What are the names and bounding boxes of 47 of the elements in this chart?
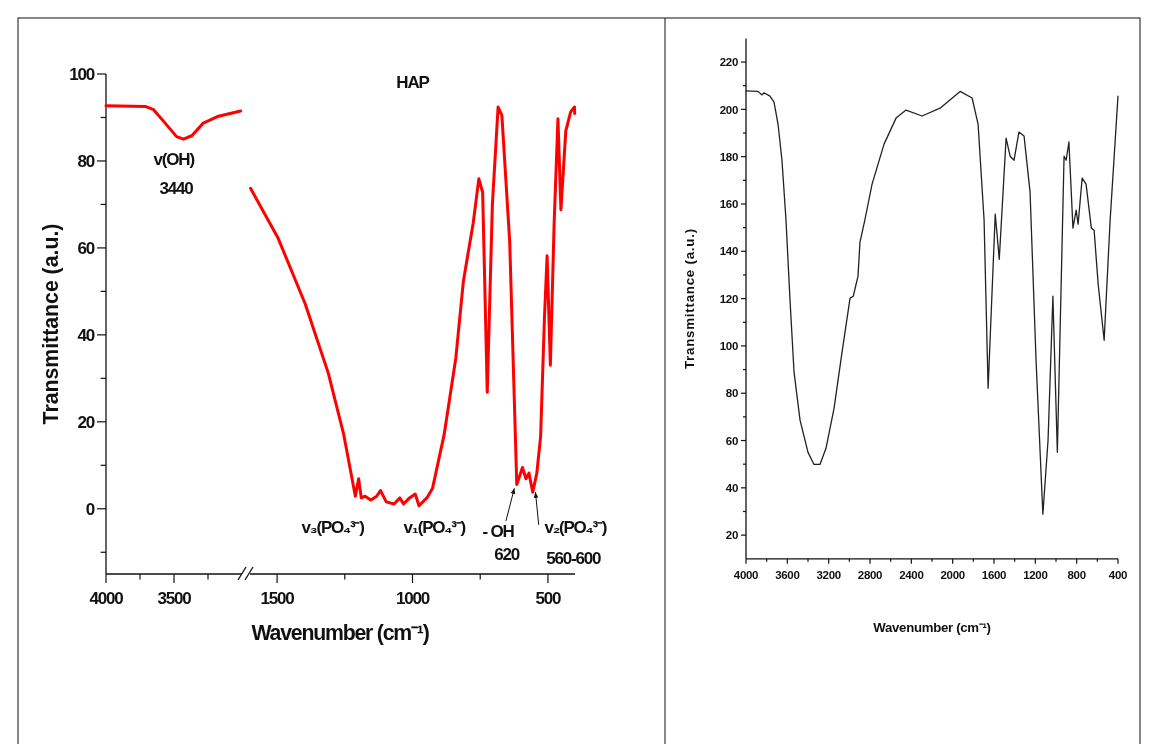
x-tick-label: 1500 xyxy=(260,589,295,608)
chart-title: HAP xyxy=(396,73,430,92)
y-tick-label: 220 xyxy=(719,56,738,69)
x-axis-title: Wavenumber (cm⁻¹) xyxy=(251,621,430,645)
annotation: - OH xyxy=(482,521,515,541)
y-tick-label: 40 xyxy=(725,481,738,494)
x-tick-label: 3500 xyxy=(157,589,192,608)
x-tick-label: 2000 xyxy=(940,569,965,582)
y-tick-label: 0 xyxy=(85,499,95,519)
x-tick-label: 4000 xyxy=(89,589,124,608)
x-tick-label: 800 xyxy=(1067,569,1086,582)
x-tick-label: 1600 xyxy=(981,569,1007,582)
annotation: 560-600 xyxy=(546,548,602,568)
x-tick-label: 2800 xyxy=(857,569,883,582)
annotation: 3440 xyxy=(159,179,194,199)
y-tick-label: 100 xyxy=(69,65,95,85)
y-tick-label: 140 xyxy=(719,245,738,258)
annotation: v₂(PO₄³⁻) xyxy=(544,517,607,537)
y-tick-label: 20 xyxy=(725,529,738,542)
x-tick-label: 4000 xyxy=(733,569,759,582)
x-tick-label: 2400 xyxy=(899,569,924,582)
annotation: v₁(PO₄³⁻) xyxy=(403,517,466,537)
x-tick-label: 3200 xyxy=(816,569,841,582)
y-tick-label: 200 xyxy=(719,103,738,116)
x-tick-label: 500 xyxy=(535,589,562,608)
line-series xyxy=(745,90,1119,515)
y-tick-label: 60 xyxy=(725,434,738,447)
annotation: v(OH) xyxy=(153,150,195,170)
annotation: 620 xyxy=(494,544,520,564)
y-tick-label: 160 xyxy=(719,198,738,211)
x-tick-label: 400 xyxy=(1108,569,1128,582)
y-tick-label: 100 xyxy=(719,340,738,353)
x-tick-label: 3600 xyxy=(775,569,800,582)
y-tick-label: 40 xyxy=(77,325,95,345)
y-tick-label: 80 xyxy=(77,152,95,172)
x-tick-label: 1200 xyxy=(1023,569,1048,582)
annotation: v₃(PO₄³⁻) xyxy=(301,517,365,537)
y-tick-label: 60 xyxy=(77,239,95,259)
line-series xyxy=(104,104,243,141)
x-tick-label: 1000 xyxy=(395,589,430,608)
y-axis-title: Transmittance (a.u.) xyxy=(39,223,63,425)
y-tick-label: 80 xyxy=(725,387,738,400)
y-axis-title: Transmittance (a.u.) xyxy=(682,228,697,370)
y-tick-label: 180 xyxy=(719,150,738,163)
y-tick-label: 20 xyxy=(77,412,95,432)
x-axis-title: Wavenumber (cm⁻¹) xyxy=(873,620,991,635)
y-tick-label: 120 xyxy=(719,292,738,305)
